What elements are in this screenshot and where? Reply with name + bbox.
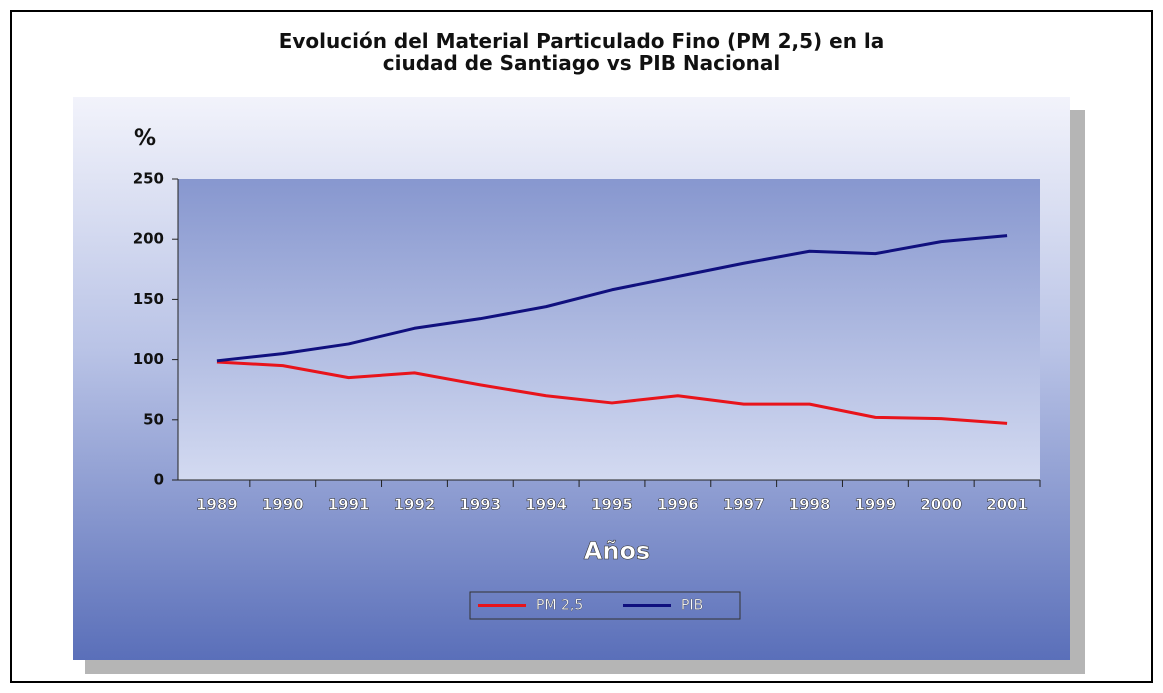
series-line <box>216 234 1008 363</box>
y-tick-label: 250 <box>133 170 164 188</box>
x-tick-label: 1997 <box>723 496 765 514</box>
x-tick-label: 1991 <box>328 496 370 514</box>
y-tick-label: 50 <box>143 410 164 428</box>
legend-box <box>469 591 741 620</box>
y-tick-label: 150 <box>133 290 164 308</box>
chart-title: Evolución del Material Particulado Fino … <box>278 29 885 75</box>
series-line <box>216 360 1008 425</box>
x-axis-label: Años <box>584 537 650 565</box>
y-tick-label: 100 <box>133 350 164 368</box>
x-tick-label: 1992 <box>394 496 436 514</box>
y-axis-label: % <box>134 126 156 151</box>
y-tick-label: 200 <box>133 230 164 248</box>
y-tick-label: 0 <box>154 471 164 489</box>
x-tick-label: 2000 <box>920 496 962 514</box>
x-tick-label: 1999 <box>855 496 897 514</box>
x-tick-label: 1994 <box>525 496 567 514</box>
x-tick-label: 1993 <box>459 496 501 514</box>
frame <box>10 10 1153 683</box>
x-tick-label: 2001 <box>986 496 1028 514</box>
plot-area <box>178 179 1040 480</box>
x-tick-label: 1990 <box>262 496 304 514</box>
x-tick-label: 1996 <box>657 496 699 514</box>
x-tick-label: 1995 <box>591 496 633 514</box>
x-tick-label: 1998 <box>789 496 831 514</box>
legend-label: PIB <box>681 598 703 614</box>
legend-label: PM 2,5 <box>536 598 583 614</box>
x-tick-label: 1989 <box>196 496 238 514</box>
